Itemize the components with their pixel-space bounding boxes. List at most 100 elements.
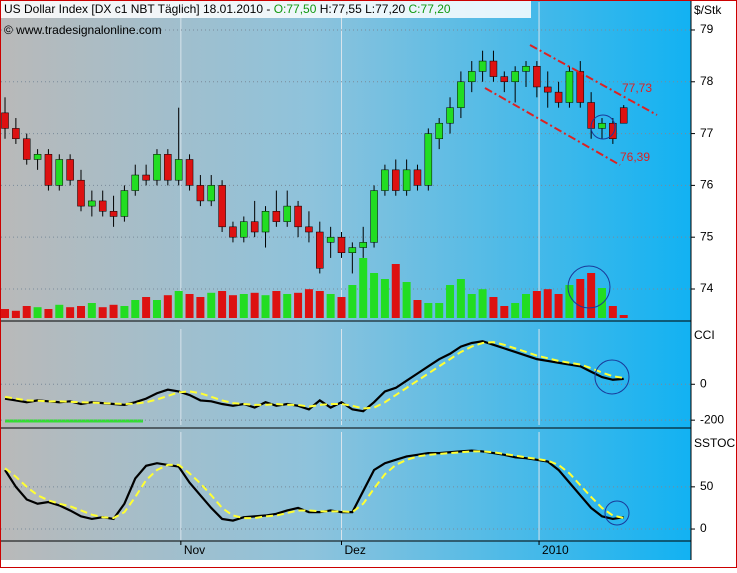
candle-body	[120, 190, 129, 217]
candle-body	[66, 159, 74, 181]
candle-body	[554, 91, 563, 103]
highlight-circle	[604, 500, 630, 526]
volume-bar	[348, 285, 357, 318]
plot-background	[1, 1, 691, 560]
candle-body	[229, 226, 237, 238]
volume-bar	[424, 303, 433, 318]
candle-body	[240, 221, 248, 238]
candle-body	[272, 211, 281, 222]
candle-body	[196, 185, 205, 202]
volume-bar	[98, 307, 107, 318]
volume-bar	[456, 279, 465, 318]
candle-body	[305, 226, 313, 233]
volume-bar	[565, 285, 574, 318]
volume-bar	[294, 292, 303, 318]
volume-bar	[576, 279, 585, 318]
volume-bar	[239, 294, 248, 318]
volume-bar	[131, 300, 140, 318]
volume-bar	[218, 291, 227, 318]
candle-body	[164, 154, 172, 181]
candle-body	[22, 138, 31, 160]
candle-body	[619, 107, 628, 124]
candle-body	[348, 247, 357, 253]
volume-bar	[283, 294, 292, 318]
candle-body	[381, 169, 389, 191]
annotation: 77,73	[622, 81, 652, 95]
volume-bar	[554, 294, 563, 318]
marks: 74 75 76 77 78 79 0 -200 50 0 Nov Dez 2010	[1, 2, 724, 557]
volume-bar	[185, 294, 194, 318]
candle-body	[174, 159, 183, 181]
volume-bar	[619, 315, 628, 318]
candle-body	[424, 133, 433, 186]
candle-body	[565, 71, 574, 103]
candle-body	[12, 128, 20, 140]
volume-bar	[326, 294, 335, 318]
header-title: US Dollar Index [DX c1 NBT Täglich] 18.0…	[4, 2, 451, 16]
y-tick-label: 0	[700, 376, 707, 390]
highlight-circle	[590, 114, 616, 140]
source: © www.tradesignalonline.com	[4, 23, 162, 37]
candle-body	[457, 81, 465, 108]
y-tick-label: 50	[700, 479, 714, 493]
volume-bar	[228, 295, 237, 318]
highlight-circle	[567, 265, 611, 309]
volume-bar	[467, 294, 476, 318]
volume-bar	[413, 300, 422, 318]
candle-body	[337, 236, 346, 253]
candle-body	[261, 211, 270, 233]
candle-body	[185, 159, 194, 186]
header-bg	[1, 1, 531, 18]
volume-bar	[587, 273, 596, 318]
y-tick-label: 76	[700, 178, 714, 192]
candle-body	[533, 65, 541, 88]
candle-body	[522, 65, 530, 72]
candle-body	[478, 60, 487, 72]
volume-bar	[478, 289, 487, 318]
volume-bar	[66, 307, 75, 318]
volume-bar	[174, 291, 183, 318]
candle-body	[283, 205, 291, 222]
candle-body	[316, 231, 324, 269]
volume-bar	[1, 309, 10, 318]
volume-bar	[250, 292, 259, 318]
x-tick-label: Nov	[184, 543, 205, 557]
volume-bar	[446, 285, 455, 318]
volume-bar	[272, 291, 281, 318]
volume-bar	[359, 258, 368, 318]
volume-bar	[87, 303, 96, 318]
series-line	[4, 450, 624, 520]
y-tick-label: 77	[700, 126, 714, 140]
volume-bar	[532, 291, 541, 318]
candle-body	[88, 200, 96, 207]
y-tick-label: 79	[700, 22, 714, 36]
candle-body	[500, 76, 509, 83]
candle-body	[435, 122, 443, 140]
candle-body	[153, 154, 161, 181]
candle-body	[250, 221, 259, 233]
volume-bar	[196, 297, 205, 318]
volume-bar	[142, 297, 151, 318]
candle-body	[402, 169, 411, 191]
candle-body	[55, 159, 64, 186]
volume-bar	[55, 304, 64, 318]
y-tick-label: 0	[700, 521, 707, 535]
volume-bar	[76, 306, 85, 318]
volume-bar	[11, 310, 20, 318]
candle-body	[576, 71, 585, 103]
volume-bar	[207, 292, 216, 318]
volume-bar	[120, 306, 129, 318]
volume-bar	[337, 297, 346, 318]
candle-body	[33, 154, 42, 160]
y-tick-label: 74	[700, 281, 714, 295]
candle-body	[77, 179, 85, 207]
candle-body	[218, 185, 226, 228]
volume-bar	[33, 307, 42, 318]
volume-bar	[370, 273, 379, 318]
volume-bar	[391, 264, 400, 318]
candle-body	[467, 71, 476, 83]
volume-bar	[511, 303, 520, 318]
y-tick-label: -200	[700, 412, 724, 426]
panel-title: SSTOC	[694, 436, 735, 450]
